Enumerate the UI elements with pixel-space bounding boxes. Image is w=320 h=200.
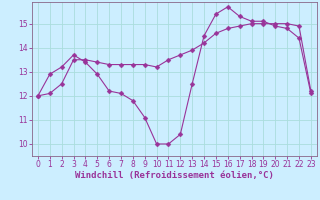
X-axis label: Windchill (Refroidissement éolien,°C): Windchill (Refroidissement éolien,°C) [75,171,274,180]
